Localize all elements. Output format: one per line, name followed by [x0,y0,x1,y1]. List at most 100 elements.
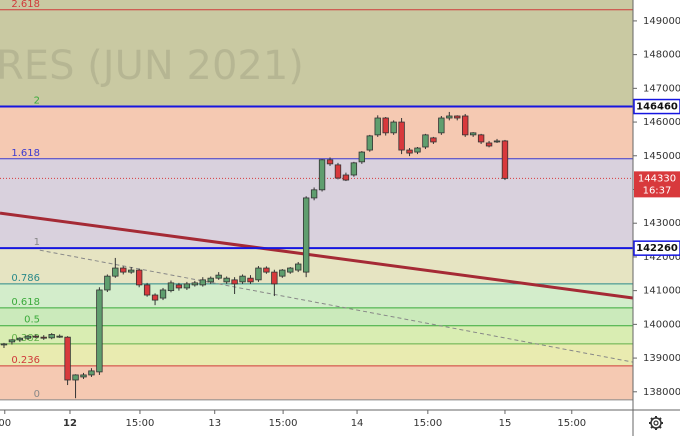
candle-body [469,132,477,136]
level-price-box [633,98,680,115]
fib-label: 2.618 [11,0,40,10]
fib-zone [0,158,633,249]
x-tick-label: 15:00 [557,418,586,429]
candle-body [406,149,413,154]
candle-body [183,283,191,289]
candle-body [32,335,39,338]
candle-body [390,121,397,134]
candle-body [485,142,493,147]
candle-body [239,275,246,283]
candle-body [167,282,175,292]
candle-body [48,334,55,339]
fib-label: 0.5 [24,315,40,326]
fib-zone [0,343,633,366]
candle-body [366,135,373,151]
candle-body [271,271,278,285]
candle-body [24,335,32,339]
candle-body [374,117,381,136]
candle-body [72,374,79,381]
candle-body [446,115,453,119]
candle-body [191,282,199,286]
candle-body [295,263,302,271]
fib-zone [0,283,633,308]
level-price-box [633,240,680,256]
candle-body [223,277,230,283]
fib-label: 2 [34,96,40,107]
y-tick-label: 145000 [643,151,680,162]
candle-body [231,279,238,285]
y-tick-label: 142000 [643,252,680,263]
candle-body [350,162,358,176]
candle-body [454,115,461,119]
candle-body [112,267,119,277]
fib-zone [0,106,633,159]
x-tick-label: 15:00 [269,418,298,429]
last-price-label: 144330 [638,173,676,184]
candle-body [358,151,366,163]
candle-body [501,140,509,179]
candle-body [430,137,437,143]
candle-body [493,140,501,143]
x-tick-label: 13 [208,418,221,429]
fib-zone [0,325,633,344]
candle-body [80,374,87,378]
candle-body [0,343,8,346]
candle-body [255,267,262,281]
candle-body [438,117,445,134]
candle-body [263,267,270,273]
last-price-box [634,171,680,198]
candle-body [56,335,63,338]
x-tick-label: 15 [499,418,512,429]
fib-label: 1 [34,237,40,248]
trend-line [0,211,633,300]
candle-body [159,289,167,299]
settings-icon[interactable] [649,416,663,430]
candle-body [135,269,143,286]
fib-zone [0,248,633,284]
candle-body [382,117,389,134]
candle-body [8,339,16,343]
fib-label: 0.236 [11,355,40,366]
candle-body [16,337,24,341]
candle-body [398,121,405,151]
y-tick-label: 143000 [643,218,680,229]
y-tick-label: 148000 [643,50,680,61]
y-tick-label: 146000 [643,117,680,128]
candle-body [414,147,421,153]
fib-zone [0,365,633,400]
candle-body [207,277,214,283]
candle-body [310,189,318,199]
y-tick-label: 149000 [643,16,680,27]
x-tick-label: 15:00 [413,418,442,429]
candle-body [334,164,342,179]
candle-body [120,267,127,273]
candle-body [151,294,159,301]
fib-label: 0 [34,389,40,400]
x-tick-label: 12 [63,418,77,429]
candle-body [143,284,151,296]
level-price-label: 146460 [636,102,678,113]
trend-line [39,249,633,363]
fib-label: 1.618 [11,148,40,159]
candle-body [199,279,206,286]
last-price-time: 16:37 [643,185,672,196]
candle-body [88,370,95,376]
candle-body [477,134,485,143]
y-tick-label: 138000 [643,387,680,398]
candle-body [342,174,350,181]
candle-body [247,277,254,283]
fib-label: 0.618 [11,297,40,308]
candle-body [326,159,334,165]
candle-body [96,289,103,373]
candle-body [128,269,135,273]
y-tick-label: 141000 [643,286,680,297]
candle-body [422,134,429,148]
fib-zone [0,0,633,10]
candle-body [462,115,469,136]
watermark: RES (JUN 2021) [0,43,304,89]
candle-body [215,274,222,279]
candle-body [175,284,183,289]
